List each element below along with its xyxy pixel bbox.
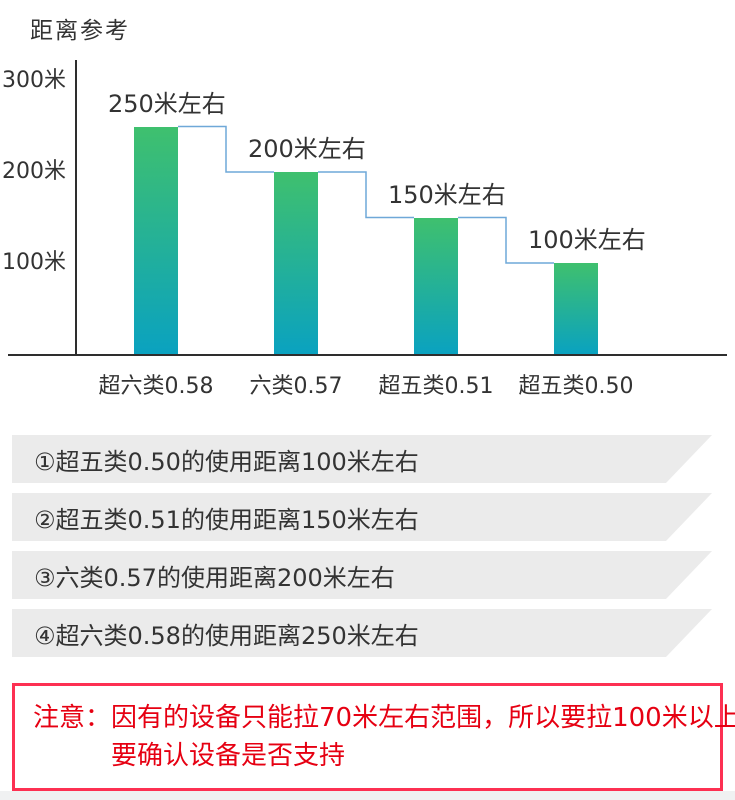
- note-banner-text: ③六类0.57的使用距离200米左右: [34, 563, 395, 592]
- note-banner-text: ①超五类0.50的使用距离100米左右: [34, 447, 419, 476]
- note-banner-text: ②超五类0.51的使用距离150米左右: [34, 505, 419, 534]
- notice-prefix: 注意：: [33, 703, 112, 733]
- bar-value-label: 100米左右: [528, 226, 646, 254]
- notice-line-2: 要确认设备是否支持: [111, 741, 346, 771]
- y-axis-tick-label: 300米: [2, 68, 66, 93]
- bar: [554, 263, 598, 354]
- x-axis-category-label: 超五类0.51: [378, 374, 494, 399]
- distance-bar-chart: 300米 200米 100米 250米左右超六类0.58 200米左右 六类0.57 150…: [0, 54, 735, 399]
- note-banner: ③六类0.57的使用距离200米左右: [12, 551, 712, 599]
- notice-line-1: 因有的设备只能拉70米左右范围，所以要拉100米以上: [111, 703, 735, 733]
- bar: [414, 217, 458, 354]
- bar-value-label: 250米左右: [108, 89, 226, 118]
- x-axis-category-label: 超五类0.50: [518, 374, 634, 399]
- note-banner: ①超五类0.50的使用距离100米左右: [12, 435, 712, 483]
- x-axis-line: [8, 354, 727, 356]
- notice-text: 因有的设备只能拉70米左右范围，所以要拉100米以上 要确认设备是否支持: [111, 699, 735, 775]
- page-title: 距离参考: [30, 18, 130, 44]
- x-axis-category-label: 超六类0.58: [98, 374, 214, 399]
- note-banner-text: ④超六类0.58的使用距离250米左右: [34, 621, 419, 650]
- notice-box: 注意： 因有的设备只能拉70米左右范围，所以要拉100米以上 要确认设备是否支持: [12, 683, 735, 791]
- bottom-edge-strip: [0, 791, 735, 800]
- x-axis-category-label: 六类0.57: [249, 374, 343, 399]
- y-axis-line: [75, 60, 77, 356]
- bar-value-label: 200米左右: [248, 135, 366, 163]
- note-banner: ②超五类0.51的使用距离150米左右: [12, 493, 712, 541]
- note-banner: ④超六类0.58的使用距离250米左右: [12, 609, 712, 657]
- y-axis-tick-label: 200米: [2, 159, 66, 184]
- y-axis-tick-label: 100米: [2, 250, 66, 275]
- notes-list: ①超五类0.50的使用距离100米左右 ②超五类0.51的使用距离150米左右 ③六…: [12, 435, 735, 657]
- bar: [134, 126, 178, 354]
- bar: [274, 172, 318, 354]
- bar-value-label: 150米左右: [388, 180, 506, 209]
